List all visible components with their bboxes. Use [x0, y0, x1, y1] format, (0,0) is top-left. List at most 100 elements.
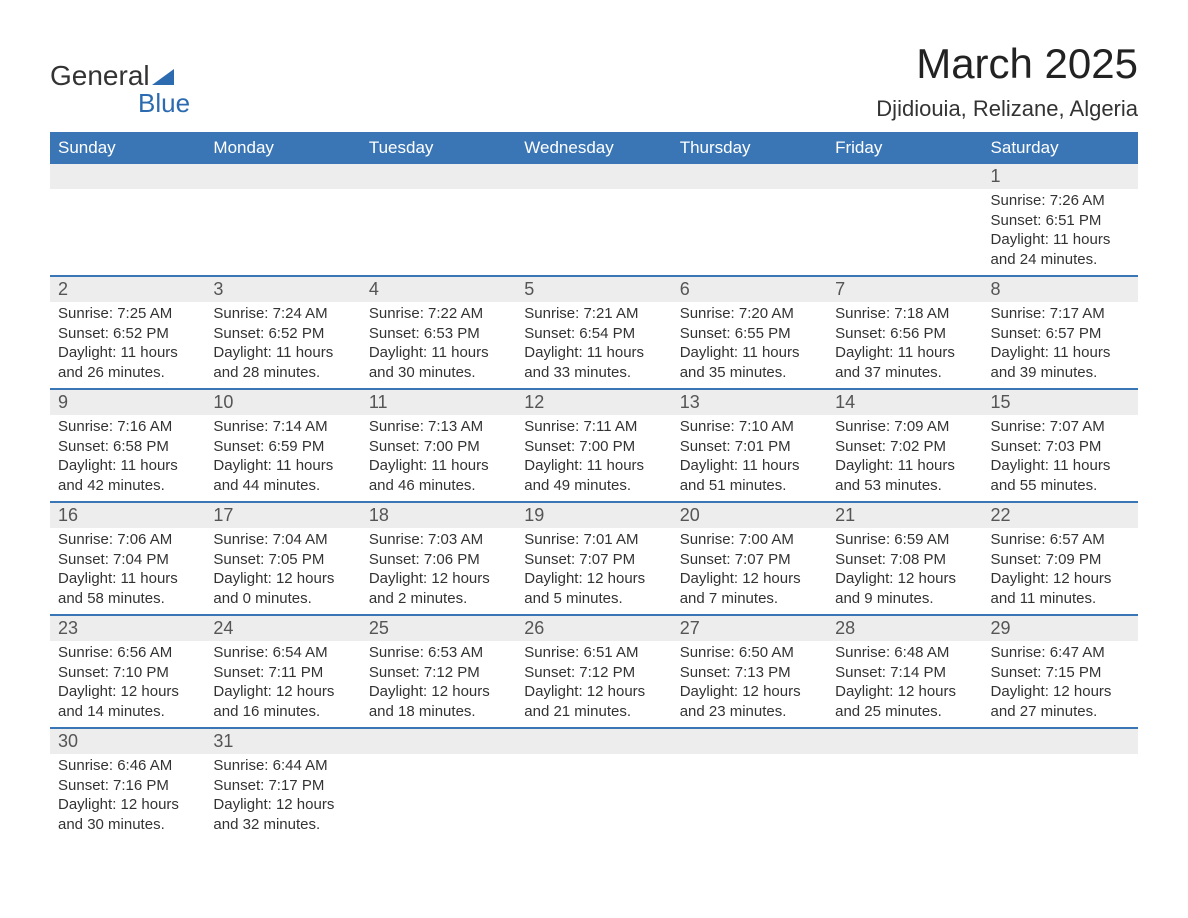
day-number-cell: 6: [672, 276, 827, 302]
day-detail-cell: [516, 189, 671, 276]
day-number-cell: [205, 164, 360, 189]
sunset-text: Sunset: 7:03 PM: [991, 437, 1130, 457]
detail-row: Sunrise: 7:16 AMSunset: 6:58 PMDaylight:…: [50, 415, 1138, 502]
logo: General Blue: [50, 40, 190, 119]
day-number-cell: 25: [361, 615, 516, 641]
logo-text-general: General: [50, 60, 150, 92]
sunset-text: Sunset: 7:13 PM: [680, 663, 819, 683]
sunset-text: Sunset: 7:12 PM: [524, 663, 663, 683]
sunset-text: Sunset: 7:17 PM: [213, 776, 352, 796]
detail-row: Sunrise: 7:25 AMSunset: 6:52 PMDaylight:…: [50, 302, 1138, 389]
daylight-text-line2: and 39 minutes.: [991, 363, 1130, 383]
day-number-cell: 10: [205, 389, 360, 415]
day-number-cell: 2: [50, 276, 205, 302]
col-monday: Monday: [205, 132, 360, 164]
day-number-cell: 14: [827, 389, 982, 415]
daylight-text-line2: and 51 minutes.: [680, 476, 819, 496]
day-number-cell: 21: [827, 502, 982, 528]
day-detail-cell: Sunrise: 7:24 AMSunset: 6:52 PMDaylight:…: [205, 302, 360, 389]
daylight-text-line1: Daylight: 11 hours: [213, 343, 352, 363]
daylight-text-line1: Daylight: 11 hours: [524, 343, 663, 363]
col-saturday: Saturday: [983, 132, 1138, 164]
sunrise-text: Sunrise: 7:01 AM: [524, 530, 663, 550]
daylight-text-line2: and 28 minutes.: [213, 363, 352, 383]
detail-row: Sunrise: 7:06 AMSunset: 7:04 PMDaylight:…: [50, 528, 1138, 615]
day-number-cell: 9: [50, 389, 205, 415]
day-number-cell: [983, 728, 1138, 754]
sunrise-text: Sunrise: 7:14 AM: [213, 417, 352, 437]
daylight-text-line1: Daylight: 11 hours: [991, 343, 1130, 363]
sunrise-text: Sunrise: 7:04 AM: [213, 530, 352, 550]
sunset-text: Sunset: 6:51 PM: [991, 211, 1130, 231]
day-detail-cell: [361, 189, 516, 276]
day-detail-cell: Sunrise: 7:10 AMSunset: 7:01 PMDaylight:…: [672, 415, 827, 502]
daylight-text-line1: Daylight: 11 hours: [991, 230, 1130, 250]
sunrise-text: Sunrise: 7:17 AM: [991, 304, 1130, 324]
sunrise-text: Sunrise: 6:59 AM: [835, 530, 974, 550]
daylight-text-line2: and 11 minutes.: [991, 589, 1130, 609]
sunset-text: Sunset: 6:57 PM: [991, 324, 1130, 344]
sunset-text: Sunset: 7:01 PM: [680, 437, 819, 457]
day-number-cell: 22: [983, 502, 1138, 528]
sunset-text: Sunset: 7:02 PM: [835, 437, 974, 457]
sunrise-text: Sunrise: 7:03 AM: [369, 530, 508, 550]
detail-row: Sunrise: 7:26 AMSunset: 6:51 PMDaylight:…: [50, 189, 1138, 276]
day-detail-cell: Sunrise: 7:16 AMSunset: 6:58 PMDaylight:…: [50, 415, 205, 502]
day-number-cell: [516, 728, 671, 754]
day-detail-cell: Sunrise: 6:59 AMSunset: 7:08 PMDaylight:…: [827, 528, 982, 615]
day-number-cell: 23: [50, 615, 205, 641]
day-detail-cell: Sunrise: 7:13 AMSunset: 7:00 PMDaylight:…: [361, 415, 516, 502]
daylight-text-line1: Daylight: 12 hours: [680, 682, 819, 702]
daylight-text-line2: and 18 minutes.: [369, 702, 508, 722]
sunrise-text: Sunrise: 7:22 AM: [369, 304, 508, 324]
sunset-text: Sunset: 7:08 PM: [835, 550, 974, 570]
day-detail-cell: Sunrise: 6:46 AMSunset: 7:16 PMDaylight:…: [50, 754, 205, 840]
day-detail-cell: Sunrise: 7:03 AMSunset: 7:06 PMDaylight:…: [361, 528, 516, 615]
daylight-text-line1: Daylight: 11 hours: [58, 456, 197, 476]
daylight-text-line1: Daylight: 11 hours: [213, 456, 352, 476]
day-number-cell: [827, 164, 982, 189]
daynum-row: 1: [50, 164, 1138, 189]
daynum-row: 23242526272829: [50, 615, 1138, 641]
day-number-cell: 26: [516, 615, 671, 641]
daylight-text-line2: and 5 minutes.: [524, 589, 663, 609]
sunrise-text: Sunrise: 6:48 AM: [835, 643, 974, 663]
sunset-text: Sunset: 7:16 PM: [58, 776, 197, 796]
daylight-text-line1: Daylight: 12 hours: [991, 682, 1130, 702]
daylight-text-line1: Daylight: 11 hours: [991, 456, 1130, 476]
daylight-text-line2: and 24 minutes.: [991, 250, 1130, 270]
daylight-text-line1: Daylight: 11 hours: [58, 569, 197, 589]
daylight-text-line2: and 53 minutes.: [835, 476, 974, 496]
daylight-text-line1: Daylight: 11 hours: [680, 343, 819, 363]
sunset-text: Sunset: 6:53 PM: [369, 324, 508, 344]
sunset-text: Sunset: 6:59 PM: [213, 437, 352, 457]
daylight-text-line2: and 30 minutes.: [369, 363, 508, 383]
day-number-cell: 16: [50, 502, 205, 528]
sunrise-text: Sunrise: 7:25 AM: [58, 304, 197, 324]
daylight-text-line1: Daylight: 12 hours: [835, 569, 974, 589]
col-tuesday: Tuesday: [361, 132, 516, 164]
daylight-text-line1: Daylight: 12 hours: [991, 569, 1130, 589]
day-detail-cell: Sunrise: 6:48 AMSunset: 7:14 PMDaylight:…: [827, 641, 982, 728]
daylight-text-line1: Daylight: 12 hours: [213, 682, 352, 702]
day-number-cell: 19: [516, 502, 671, 528]
daylight-text-line2: and 0 minutes.: [213, 589, 352, 609]
sunset-text: Sunset: 7:10 PM: [58, 663, 197, 683]
day-detail-cell: Sunrise: 6:56 AMSunset: 7:10 PMDaylight:…: [50, 641, 205, 728]
detail-row: Sunrise: 6:56 AMSunset: 7:10 PMDaylight:…: [50, 641, 1138, 728]
daylight-text-line2: and 7 minutes.: [680, 589, 819, 609]
location-subtitle: Djidiouia, Relizane, Algeria: [876, 96, 1138, 122]
header: General Blue March 2025 Djidiouia, Reliz…: [50, 40, 1138, 122]
day-detail-cell: Sunrise: 6:50 AMSunset: 7:13 PMDaylight:…: [672, 641, 827, 728]
day-number-cell: 27: [672, 615, 827, 641]
day-number-cell: 31: [205, 728, 360, 754]
daylight-text-line2: and 30 minutes.: [58, 815, 197, 835]
day-number-cell: 17: [205, 502, 360, 528]
day-detail-cell: Sunrise: 7:21 AMSunset: 6:54 PMDaylight:…: [516, 302, 671, 389]
sunrise-text: Sunrise: 7:10 AM: [680, 417, 819, 437]
sunset-text: Sunset: 7:15 PM: [991, 663, 1130, 683]
daylight-text-line1: Daylight: 12 hours: [58, 682, 197, 702]
page-title: March 2025: [876, 40, 1138, 88]
day-detail-cell: [50, 189, 205, 276]
day-number-cell: 30: [50, 728, 205, 754]
